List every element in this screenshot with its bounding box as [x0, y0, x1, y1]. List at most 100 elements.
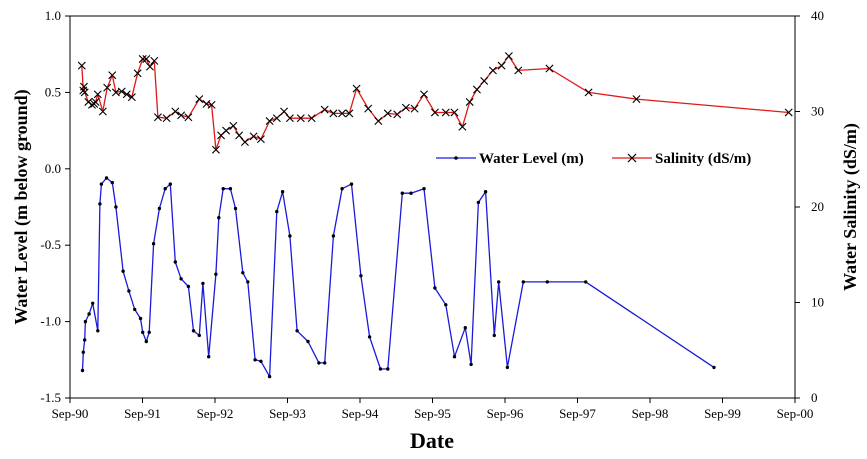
water-level-point — [83, 319, 88, 324]
salinity-point — [108, 71, 117, 80]
series-layer — [77, 52, 793, 379]
plot-frame — [69, 15, 796, 399]
salinity-point — [584, 88, 593, 97]
salinity-point — [280, 107, 289, 116]
salinity-point — [545, 64, 554, 73]
salinity-point — [338, 109, 347, 118]
left-axis-ticks: -1.5 -1.0 -0.5 0.0 0.5 1.0 — [40, 8, 70, 405]
water-level-point — [98, 202, 102, 206]
water-level-point — [151, 242, 156, 246]
left-axis-title: Water Level (m below ground) — [11, 89, 32, 324]
salinity-point — [329, 109, 338, 118]
salinity-point — [401, 103, 410, 112]
water-level-point — [121, 269, 125, 273]
x-tick-label: Sep-91 — [124, 406, 161, 421]
salinity-series — [77, 52, 793, 154]
water-level-point — [367, 335, 372, 339]
salinity-point — [153, 113, 162, 122]
legend: Water Level (m) Salinity (dS/m) — [436, 151, 751, 167]
salinity-point — [98, 107, 107, 116]
left-tick-label: 1.0 — [45, 8, 61, 23]
water-level-point — [444, 303, 448, 307]
salinity-point — [352, 84, 361, 93]
salinity-point — [91, 97, 100, 106]
water-level-point — [241, 271, 245, 275]
x-tick-label: Sep-94 — [342, 406, 379, 421]
water-level-point — [483, 190, 488, 194]
x-tick-label: Sep-92 — [197, 406, 234, 421]
water-level-point — [207, 355, 211, 359]
salinity-point — [632, 95, 641, 104]
x-tick-label: Sep-93 — [269, 406, 306, 421]
salinity-point — [77, 61, 86, 70]
water-level-point — [267, 374, 272, 379]
water-level-point — [253, 358, 257, 362]
salinity-point — [93, 90, 102, 99]
water-level-point — [228, 187, 233, 191]
x-tick-label: Sep-95 — [414, 406, 451, 421]
x-tick-label: Sep-97 — [559, 406, 596, 421]
salinity-point — [364, 104, 373, 113]
water-level-point — [259, 359, 263, 363]
water-level-point — [452, 355, 457, 359]
water-level-point — [173, 260, 177, 264]
left-tick-label: -1.5 — [40, 390, 61, 405]
water-level-point — [306, 339, 310, 344]
salinity-point — [488, 66, 497, 75]
water-level-point — [191, 329, 196, 333]
water-level-point — [168, 182, 172, 186]
right-axis-ticks: 0 10 20 30 40 — [795, 8, 824, 405]
left-tick-label: -0.5 — [40, 237, 61, 252]
water-level-point — [127, 289, 131, 293]
left-tick-label: 0.5 — [45, 84, 61, 99]
salinity-point — [497, 61, 506, 70]
water-level-point — [521, 280, 525, 284]
salinity-point — [472, 85, 481, 94]
water-level-point — [163, 187, 167, 191]
salinity-point — [514, 66, 523, 75]
water-level-point — [584, 280, 588, 284]
x-axis-ticks: Sep-90 Sep-91 Sep-92 Sep-93 Sep-94 Sep-95 Sep-… — [52, 398, 813, 421]
salinity-point — [103, 83, 112, 92]
water-level-point — [349, 182, 354, 186]
water-level-point — [141, 330, 145, 334]
legend-salinity-marker — [627, 153, 637, 163]
right-tick-label: 40 — [811, 8, 824, 23]
salinity-point — [207, 100, 216, 109]
water-level-point — [497, 280, 501, 284]
salinity-point — [145, 62, 154, 71]
water-level-point — [422, 187, 426, 191]
salinity-point — [320, 105, 329, 114]
water-level-point — [83, 338, 87, 342]
water-level-point — [114, 205, 118, 209]
water-level-point — [157, 206, 162, 211]
water-level-point — [359, 274, 363, 278]
salinity-point — [240, 138, 249, 147]
water-level-point — [463, 326, 467, 330]
water-level-point — [280, 190, 285, 194]
salinity-point — [420, 90, 429, 99]
water-level-point — [221, 187, 225, 191]
salinity-point — [222, 126, 231, 135]
water-level-point — [386, 367, 390, 371]
x-tick-label: Sep-99 — [704, 406, 741, 421]
water-level-point — [433, 286, 437, 290]
legend-water-level-label: Water Level (m) — [479, 151, 584, 167]
salinity-point — [465, 97, 474, 106]
water-level-point — [409, 191, 413, 195]
salinity-point — [504, 52, 513, 61]
water-level-point — [81, 350, 86, 354]
legend-salinity-label: Salinity (dS/m) — [655, 151, 751, 167]
right-tick-label: 20 — [811, 199, 824, 214]
salinity-point — [480, 76, 489, 85]
salinity-point — [249, 132, 258, 141]
salinity-point — [127, 93, 136, 102]
water-level-point — [197, 333, 201, 338]
water-level-point — [99, 182, 104, 186]
right-tick-label: 30 — [811, 104, 824, 119]
salinity-point — [150, 56, 159, 65]
water-level-point — [201, 281, 205, 286]
water-level-point — [179, 277, 183, 281]
salinity-point — [171, 107, 180, 116]
